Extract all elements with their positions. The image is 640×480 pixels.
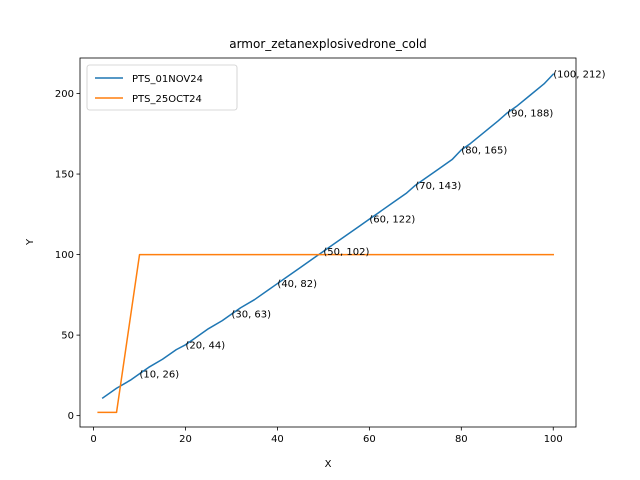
chart-title: armor_zetanexplosivedrone_cold [229, 37, 427, 51]
data-annotation: (20, 44) [185, 340, 225, 351]
x-axis-label: X [325, 459, 332, 470]
x-tick-label: 40 [271, 434, 284, 445]
legend-label-1: PTS_01NOV24 [132, 74, 203, 85]
data-annotation: (30, 63) [231, 310, 271, 321]
data-annotation: (50, 102) [323, 247, 369, 258]
data-annotation: (40, 82) [277, 279, 317, 290]
data-annotation: (80, 165) [461, 145, 507, 156]
x-tick-label: 80 [455, 434, 468, 445]
legend-box [86, 64, 238, 111]
series-line-1 [101, 73, 555, 399]
series-line-2 [97, 253, 554, 414]
x-tick-label: 20 [179, 434, 192, 445]
data-annotation: (90, 188) [507, 108, 553, 119]
data-annotation: (60, 122) [369, 215, 415, 226]
plot-area: 0 20 40 60 80 100 0 50 100 150 200 (10, 26) (20, 44)… [55, 57, 606, 445]
y-tick-label: 100 [55, 250, 74, 261]
y-axis-label: Y [25, 238, 36, 246]
y-tick-label: 0 [68, 411, 74, 422]
legend-label-2: PTS_25OCT24 [132, 94, 202, 105]
data-annotation: (70, 143) [415, 181, 461, 192]
y-tick-label: 150 [55, 170, 74, 181]
x-tick-label: 60 [363, 434, 376, 445]
axes-frame [79, 57, 577, 428]
y-tick-label: 200 [55, 89, 74, 100]
data-annotation: (100, 212) [553, 70, 605, 81]
x-tick-label: 0 [90, 434, 96, 445]
legend: PTS_01NOV24 PTS_25OCT24 [86, 64, 238, 111]
y-tick-label: 50 [61, 331, 74, 342]
data-annotation: (10, 26) [140, 369, 180, 380]
x-tick-label: 100 [544, 434, 563, 445]
